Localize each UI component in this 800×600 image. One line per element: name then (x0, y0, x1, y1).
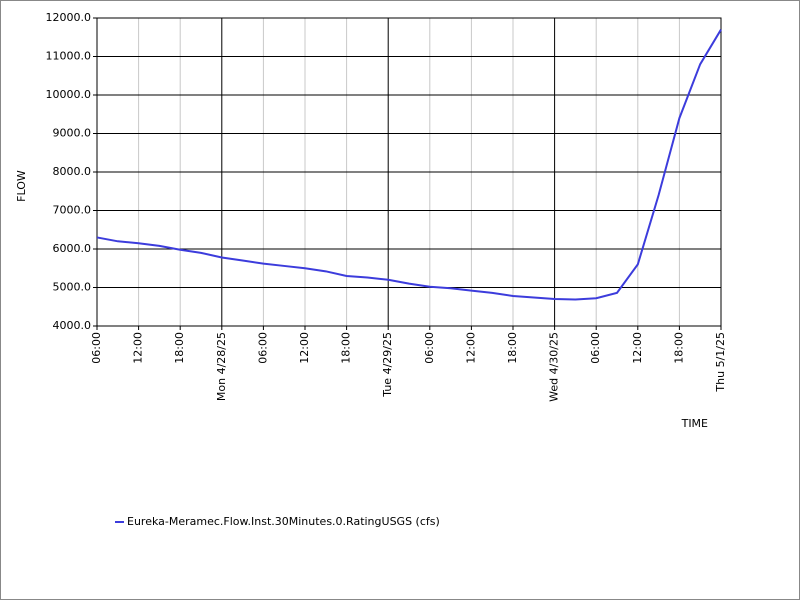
y-axis-label: FLOW (15, 170, 28, 202)
x-tick-label: 12:00 (464, 332, 477, 364)
y-tick-label: 6000.0 (53, 242, 92, 255)
x-tick-label: 18:00 (173, 332, 186, 364)
x-tick-label: 18:00 (672, 332, 685, 364)
x-tick-label: Wed 4/30/25 (548, 332, 561, 402)
y-tick-label: 10000.0 (46, 88, 92, 101)
y-tick-label: 5000.0 (53, 281, 92, 294)
y-tick-label: 4000.0 (53, 319, 92, 332)
x-tick-label: 12:00 (298, 332, 311, 364)
y-tick-label: 8000.0 (53, 165, 92, 178)
x-tick-label: Mon 4/28/25 (215, 332, 228, 401)
x-tick-label: 06:00 (256, 332, 269, 364)
x-tick-label: Tue 4/29/25 (381, 332, 394, 398)
y-tick-label: 12000.0 (46, 11, 92, 24)
x-tick-label: 12:00 (631, 332, 644, 364)
x-tick-label: 18:00 (506, 332, 519, 364)
legend-label: Eureka-Meramec.Flow.Inst.30Minutes.0.Rat… (127, 515, 440, 528)
x-tick-label: 06:00 (90, 332, 103, 364)
x-tick-label: 06:00 (589, 332, 602, 364)
y-tick-label: 9000.0 (53, 127, 92, 140)
x-tick-label: 06:00 (423, 332, 436, 364)
x-tick-label: 18:00 (340, 332, 353, 364)
x-tick-label: 12:00 (132, 332, 145, 364)
y-tick-label: 11000.0 (46, 50, 92, 63)
y-tick-label: 7000.0 (53, 204, 92, 217)
plot-border (96, 17, 722, 327)
x-axis-label: TIME (681, 417, 708, 430)
x-tick-label: Thu 5/1/25 (714, 332, 727, 393)
series-line (96, 29, 722, 301)
